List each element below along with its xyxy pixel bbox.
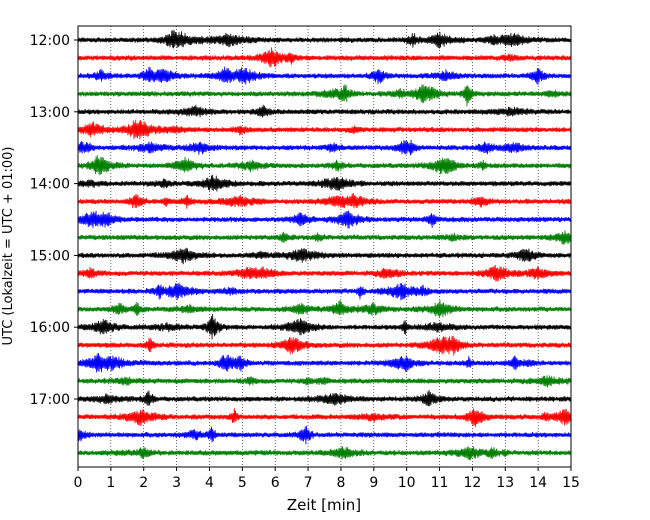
seismic-trace <box>77 352 572 373</box>
y-tick-label: 14:00 <box>30 177 70 193</box>
x-tick-label: 11 <box>431 475 449 491</box>
x-tick-label: 10 <box>398 475 416 491</box>
y-tick-label: 15:00 <box>30 248 70 264</box>
seismic-trace <box>77 104 572 118</box>
seismic-trace <box>77 408 572 428</box>
y-tick-label: 17:00 <box>30 392 70 408</box>
seismic-trace <box>77 247 572 265</box>
seismic-trace <box>77 425 572 445</box>
plot-frame <box>77 25 572 468</box>
y-axis-label: UTC (Lokalzeit = UTC + 01:00) <box>1 147 16 346</box>
x-tick-label: 6 <box>271 475 280 491</box>
seismic-trace <box>77 192 572 209</box>
y-tick-label: 13:00 <box>30 105 70 121</box>
seismic-trace <box>77 29 572 49</box>
x-tick-label: 12 <box>463 475 481 491</box>
seismic-trace <box>77 230 572 245</box>
x-tick-label: 1 <box>106 475 115 491</box>
seismic-trace <box>77 446 572 461</box>
seismic-trace <box>77 66 572 86</box>
seismic-trace <box>77 314 572 340</box>
seismic-trace <box>77 155 572 175</box>
x-tick-label: 15 <box>562 475 580 491</box>
x-tick-label: 5 <box>238 475 247 491</box>
seismic-trace <box>77 47 572 68</box>
seismic-trace <box>77 265 572 282</box>
seismic-trace <box>77 174 572 192</box>
x-axis-label: Zeit [min] <box>287 496 361 514</box>
x-tick-label: 7 <box>304 475 313 491</box>
x-axis-ticks: 0 1 2 3 4 5 6 7 8 9 10 11 12 13 14 15 <box>74 467 580 491</box>
x-tick-label: 14 <box>529 475 547 491</box>
y-axis-ticks: 12:00 13:00 14:00 15:00 16:00 17:00 <box>30 33 78 408</box>
seismic-trace <box>77 119 572 140</box>
seismic-trace <box>77 375 572 388</box>
x-tick-label: 9 <box>369 475 378 491</box>
seismic-trace <box>77 84 572 107</box>
x-tick-label: 8 <box>336 475 345 491</box>
seismic-traces <box>77 29 572 461</box>
seismic-trace <box>77 390 572 407</box>
seismic-trace <box>77 139 572 156</box>
seismic-trace <box>77 282 572 301</box>
x-tick-label: 4 <box>205 475 214 491</box>
y-tick-label: 16:00 <box>30 320 70 336</box>
seismic-trace <box>77 335 572 356</box>
seismic-trace <box>77 210 572 229</box>
x-tick-label: 0 <box>74 475 83 491</box>
x-tick-label: 13 <box>496 475 514 491</box>
x-tick-label: 3 <box>172 475 181 491</box>
seismic-trace <box>77 299 572 318</box>
x-tick-label: 2 <box>139 475 148 491</box>
y-tick-label: 12:00 <box>30 33 70 49</box>
